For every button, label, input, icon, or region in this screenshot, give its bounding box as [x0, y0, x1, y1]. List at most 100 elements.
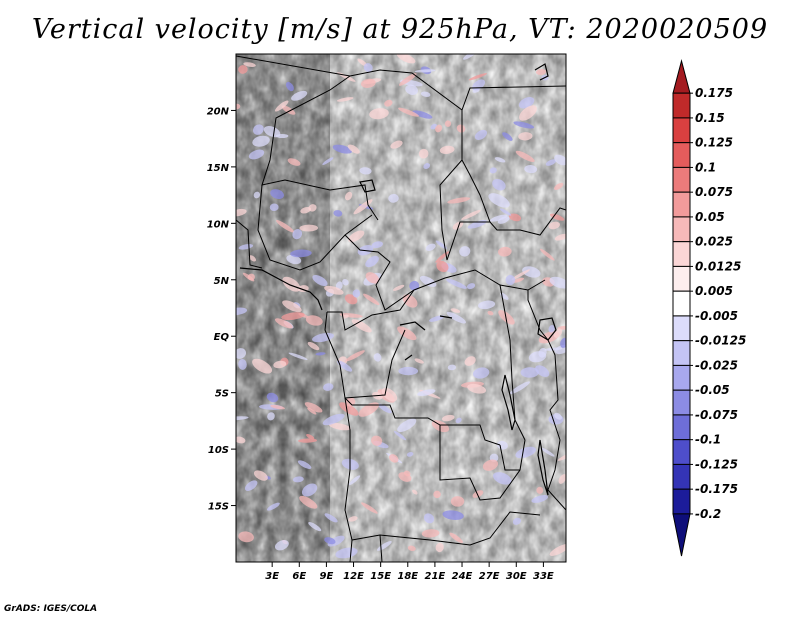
map-frame: [235, 53, 567, 563]
field-patch: [336, 97, 354, 102]
field-patch: [488, 193, 510, 208]
field-patch: [397, 418, 417, 432]
colorbar-label: 0.175: [695, 86, 733, 100]
field-patch: [418, 148, 429, 159]
lake-chad: [359, 179, 376, 193]
field-patch: [461, 209, 481, 220]
field-patch: [549, 276, 566, 289]
lon-tick-label: 15E: [370, 571, 391, 582]
field-patch: [342, 279, 349, 286]
field-patch: [236, 348, 247, 359]
field-patch: [398, 107, 420, 117]
field-patch: [371, 435, 383, 446]
field-patch: [531, 495, 549, 503]
field-patch: [363, 293, 380, 306]
colorbar-label: -0.075: [695, 408, 738, 422]
field-patch: [441, 414, 455, 422]
field-patch: [306, 434, 315, 440]
field-patch: [535, 69, 547, 76]
field-patch: [365, 255, 379, 268]
field-patch: [420, 91, 431, 97]
field-patch: [275, 133, 289, 139]
field-patch: [323, 383, 334, 391]
field-patch: [487, 310, 494, 316]
field-patch: [477, 300, 496, 310]
field-patch: [554, 154, 566, 166]
colorbar-bin: [672, 92, 691, 119]
colorbar: 0.175 0.15 0.125 0.1 0.075 0.05 0.025 0.0125 0.0…: [672, 59, 746, 557]
lon-tick-label: 33E: [533, 571, 554, 582]
field-patch: [348, 475, 361, 486]
colorbar-bin: [672, 191, 691, 218]
field-patch: [286, 254, 302, 265]
grads-credit: GrADS: IGES/COLA: [4, 604, 98, 614]
colorbar-label: -0.05: [695, 383, 730, 397]
longitude-axis: 3E 6E 9E 12E 15E 18E 21E 24E 27E 30E 33E: [265, 562, 554, 582]
field-patch: [467, 383, 487, 394]
field-patch: [544, 347, 563, 351]
colorbar-label: -0.025: [695, 358, 738, 372]
lat-tick-label: 15S: [208, 502, 229, 513]
field-patch: [281, 105, 296, 115]
lat-tick-label: 10N: [207, 219, 230, 230]
field-patch: [390, 140, 403, 149]
field-patch: [274, 540, 289, 551]
field-patch: [538, 347, 547, 358]
field-patch: [450, 308, 461, 313]
field-patch: [489, 214, 508, 222]
field-patch: [512, 277, 525, 283]
border-northeast: [461, 85, 566, 111]
field-patch: [324, 285, 344, 295]
field-patch: [403, 470, 411, 477]
field-patch: [298, 438, 318, 443]
field-patch: [522, 266, 541, 278]
field-patch: [406, 451, 414, 457]
field-patch: [554, 412, 562, 420]
field-patch: [342, 314, 349, 319]
field-patch: [466, 283, 476, 290]
border-east-africa: [527, 290, 566, 511]
lon-tick-label: 9E: [320, 571, 334, 582]
colorbar-label: 0.1: [695, 160, 716, 174]
field-patch: [253, 191, 261, 199]
field-patch: [553, 182, 564, 190]
border-cameroon-car: [344, 234, 546, 311]
lat-tick-label: EQ: [214, 332, 230, 343]
field-patch: [324, 513, 338, 523]
field-patch: [515, 150, 535, 162]
colorbar-bin: [672, 265, 691, 292]
field-patch: [238, 359, 247, 370]
field-patch: [446, 311, 466, 324]
colorbar-bin: [672, 389, 691, 416]
field-patch: [398, 73, 417, 86]
field-patch: [236, 103, 241, 110]
lon-tick-label: 30E: [506, 571, 527, 582]
colorbar-label: 0.005: [695, 284, 733, 298]
field-patch: [300, 206, 312, 214]
field-patch: [549, 213, 565, 221]
field-patch: [333, 210, 343, 217]
colorbar-bin: [672, 315, 691, 342]
field-patch: [452, 221, 464, 230]
field-patch: [369, 108, 389, 120]
colorbar-label: 0.05: [695, 210, 725, 224]
field-patch: [270, 404, 285, 410]
field-patch: [267, 412, 275, 421]
border-congo: [327, 289, 415, 331]
field-patch: [519, 105, 537, 121]
field-patch: [236, 416, 249, 421]
field-patch: [281, 312, 305, 321]
field-patch: [252, 124, 264, 135]
field-patch: [266, 502, 280, 511]
field-patch: [373, 353, 382, 362]
field-patch: [494, 157, 506, 163]
field-patch: [236, 436, 246, 444]
lon-tick-label: 12E: [343, 571, 364, 582]
field-patch: [392, 284, 405, 291]
field-patch: [518, 132, 533, 141]
field-patch: [398, 366, 419, 376]
field-patch: [238, 65, 248, 74]
field-patch: [359, 167, 372, 175]
field-patch: [549, 543, 566, 556]
